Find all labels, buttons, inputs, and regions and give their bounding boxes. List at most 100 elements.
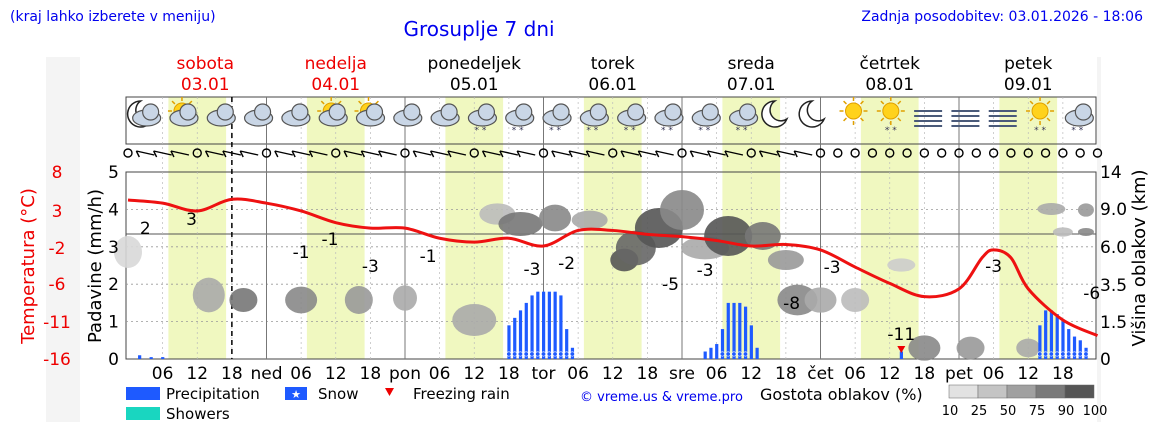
wind-calm bbox=[400, 148, 410, 158]
snow-marker bbox=[1054, 351, 1060, 357]
wind-barb-tick bbox=[204, 150, 210, 158]
cloud-snow-icon: * * bbox=[467, 103, 498, 136]
cloud-blob bbox=[452, 304, 497, 336]
temperature-label: 2 bbox=[140, 219, 151, 239]
region-note[interactable]: (kraj lahko izberete v meniju) bbox=[10, 9, 216, 25]
wind-barb bbox=[309, 150, 328, 156]
density-tick-label: 50 bbox=[1000, 404, 1017, 419]
precip-bar bbox=[715, 344, 719, 359]
wind-barb-tick bbox=[274, 150, 279, 158]
wind-barb-tick bbox=[758, 150, 764, 158]
day-date: 08.01 bbox=[865, 75, 914, 95]
snow-marker bbox=[558, 351, 564, 357]
sun-ray bbox=[1046, 117, 1051, 122]
precip-tick-label: 2 bbox=[108, 275, 119, 295]
x-tick-label: 06 bbox=[290, 364, 312, 384]
moon-cloud-icon bbox=[126, 100, 162, 128]
wind-barb bbox=[136, 150, 155, 156]
cloud-puff bbox=[440, 103, 458, 121]
precip-bar bbox=[1067, 329, 1071, 359]
moon-shape bbox=[761, 100, 789, 128]
fog-icon bbox=[988, 110, 1017, 127]
wind-row bbox=[123, 148, 1103, 158]
wind-barb-tick bbox=[378, 150, 383, 158]
cloud-blob bbox=[192, 277, 225, 313]
wind-calm bbox=[1040, 148, 1051, 158]
precip-bar bbox=[536, 291, 540, 359]
cloud-snow-icon: * * bbox=[691, 103, 721, 136]
sun-ray bbox=[171, 100, 176, 105]
wind-barb bbox=[517, 150, 536, 156]
wind-calm bbox=[192, 148, 202, 158]
cloud-tick-label: 0 bbox=[1100, 350, 1111, 370]
cloud-snow-icon: * * bbox=[728, 103, 759, 136]
precip-bar bbox=[899, 351, 903, 359]
wind-barb-tick bbox=[135, 150, 140, 158]
legend-snow-swatch bbox=[285, 387, 307, 400]
cloud-tick-label: 14 bbox=[1100, 163, 1122, 183]
copyright-link[interactable]: © vreme.us & vreme.pro bbox=[580, 390, 743, 405]
cloud-icon bbox=[281, 103, 311, 127]
wind-calm bbox=[677, 148, 687, 158]
snow-marker bbox=[725, 351, 731, 357]
temperature-label: -5 bbox=[662, 275, 679, 295]
wind-barb-tick bbox=[793, 150, 798, 158]
cloud-puff bbox=[589, 103, 607, 121]
cloud-puff bbox=[216, 103, 234, 121]
wind-barb-tick bbox=[724, 150, 729, 158]
wind-calm bbox=[867, 148, 878, 158]
snow-marker bbox=[731, 351, 737, 357]
snow-marker bbox=[564, 351, 570, 357]
x-tick-label: pon bbox=[389, 364, 421, 384]
precip-tick-label: 5 bbox=[108, 163, 119, 183]
precip-bar bbox=[553, 291, 557, 359]
wind-barb bbox=[724, 150, 744, 156]
snowflake-glyph: * * bbox=[736, 126, 748, 136]
x-tick-label: 12 bbox=[602, 364, 624, 384]
precip-bar bbox=[1061, 321, 1065, 359]
x-tick-label: 18 bbox=[775, 364, 797, 384]
cloud-icon bbox=[206, 103, 236, 127]
wind-barb bbox=[153, 150, 172, 156]
day-date: 07.01 bbox=[727, 75, 776, 95]
x-tick-label: sre bbox=[669, 364, 695, 384]
snowflake-glyph: * * bbox=[1034, 126, 1046, 136]
density-tick-label: 25 bbox=[971, 404, 988, 419]
wind-calm bbox=[1092, 148, 1103, 158]
wind-barb-tick bbox=[776, 150, 781, 158]
x-tick-label: 12 bbox=[740, 364, 762, 384]
x-tick-label: ned bbox=[250, 364, 282, 384]
sun-cloud-icon bbox=[354, 97, 386, 127]
precip-bar bbox=[1072, 336, 1077, 359]
wind-barb-tick bbox=[308, 150, 314, 158]
x-tick-label: 18 bbox=[1052, 364, 1074, 384]
snow-marker bbox=[1083, 351, 1089, 357]
density-tick-label: 90 bbox=[1058, 404, 1075, 419]
sun-ray bbox=[843, 117, 847, 122]
legend: Precipitation ★ Snow Freezing rain Showe… bbox=[126, 384, 1107, 423]
temperature-line bbox=[127, 197, 1099, 338]
cloud-blob bbox=[114, 236, 142, 268]
sun-ray bbox=[1029, 100, 1034, 105]
x-tick-label: čet bbox=[807, 364, 834, 384]
wind-barb-tick bbox=[343, 150, 348, 158]
cloud-puff bbox=[627, 103, 645, 121]
wind-barb bbox=[568, 150, 588, 156]
wind-barb-tick bbox=[499, 150, 504, 158]
precip-tick-label: 0 bbox=[108, 350, 119, 370]
precip-bar bbox=[738, 302, 742, 359]
day-date: 09.01 bbox=[1004, 75, 1053, 95]
wind-barb bbox=[482, 150, 501, 156]
cloud-blob bbox=[1077, 203, 1094, 217]
sun-snow-icon: * * bbox=[876, 97, 905, 136]
x-tick-label: 06 bbox=[567, 364, 589, 384]
cloud-blob bbox=[1052, 227, 1073, 237]
wind-barb-tick bbox=[222, 150, 227, 158]
wind-barb-tick bbox=[637, 150, 643, 158]
right-axis-panel bbox=[1097, 57, 1101, 422]
precip-bar bbox=[749, 325, 753, 359]
sun-ray bbox=[1029, 117, 1034, 122]
x-tick-label: 06 bbox=[152, 364, 174, 384]
snow-markers bbox=[506, 351, 1089, 357]
temperature-label: -2 bbox=[558, 254, 575, 274]
